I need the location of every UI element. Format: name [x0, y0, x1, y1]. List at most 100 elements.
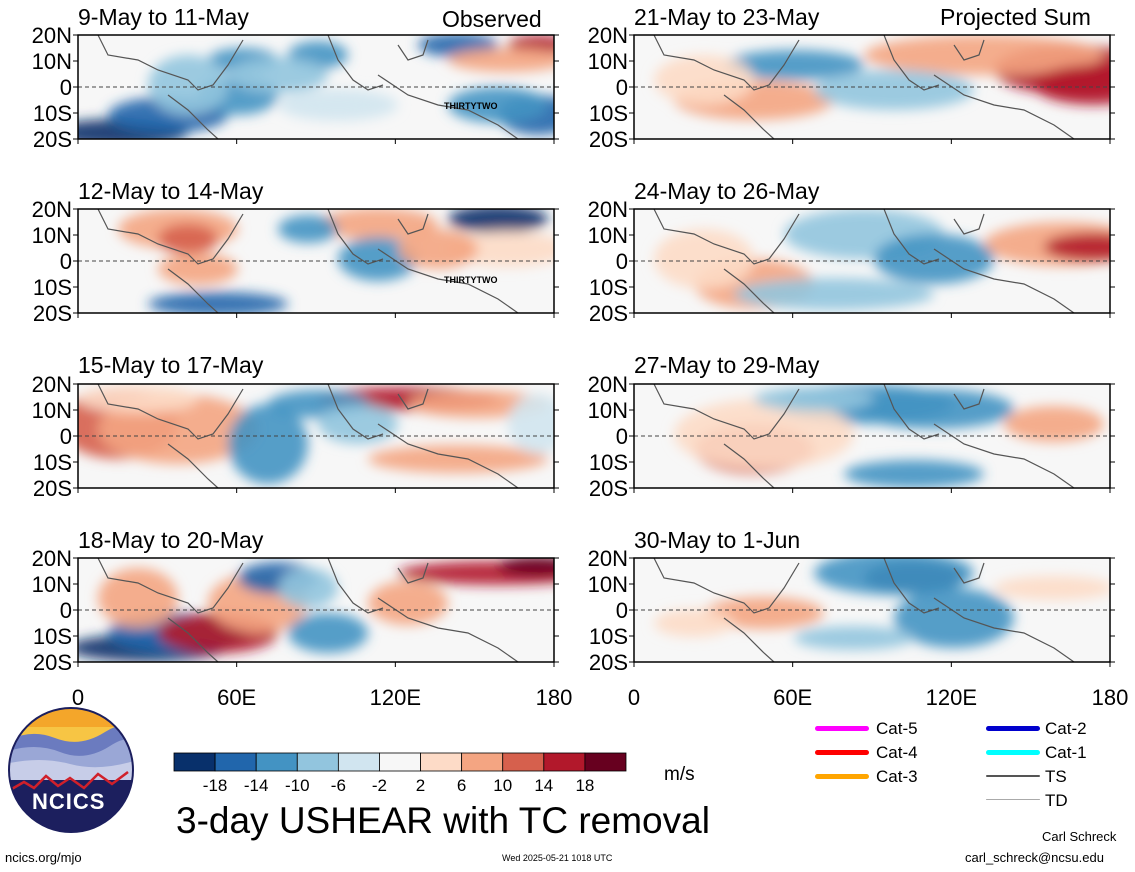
- y-tick-label: 0: [60, 598, 72, 623]
- x-tick-label: 60E: [217, 685, 256, 710]
- y-tick-label: 10N: [588, 223, 628, 248]
- coastline: [97, 209, 244, 265]
- units-label: m/s: [664, 764, 695, 785]
- y-tick-label: 20N: [588, 23, 628, 48]
- coastline: [167, 617, 219, 662]
- legend-swatch-cat4: [815, 750, 869, 755]
- colorbar-tick-label: 14: [534, 776, 553, 795]
- coastline: [397, 39, 429, 61]
- y-tick-label: 20N: [588, 197, 628, 222]
- legend-label-ts: TS: [1045, 767, 1067, 786]
- y-tick-label: 10N: [32, 223, 72, 248]
- legend-swatch-cat3: [815, 774, 869, 779]
- panel-title-6: 24-May to 26-May: [634, 178, 820, 204]
- colorbar-tick-label: -14: [244, 776, 269, 795]
- legend-swatch-cat1: [986, 750, 1040, 755]
- y-tick-label: 20S: [589, 650, 628, 675]
- colorbar-tick-label: -2: [372, 776, 387, 795]
- panel-title-7: 27-May to 29-May: [634, 352, 820, 378]
- y-tick-label: 0: [60, 75, 72, 100]
- y-tick-label: 20N: [588, 546, 628, 571]
- shear-blob: [158, 253, 238, 285]
- shear-blob: [158, 224, 218, 254]
- shear-blob: [894, 588, 1014, 648]
- shear-blob: [448, 87, 548, 123]
- colorbar-swatch: [584, 752, 627, 772]
- shear-blob: [724, 50, 864, 80]
- coastline: [97, 384, 244, 440]
- coastline: [883, 558, 940, 614]
- coastline: [377, 248, 519, 313]
- legend-label-cat2: Cat-2: [1045, 719, 1087, 738]
- colorbar-swatch: [420, 752, 463, 772]
- coastline: [97, 558, 244, 614]
- y-tick-label: 20S: [33, 127, 72, 152]
- colorbar-tick-label: 2: [416, 776, 425, 795]
- legend-label-cat5: Cat-5: [876, 719, 918, 738]
- y-tick-label: 10S: [589, 275, 628, 300]
- coastline: [723, 617, 775, 662]
- shear-blob: [654, 229, 754, 289]
- shear-blob: [994, 576, 1110, 600]
- shear-blob: [794, 626, 914, 650]
- coastline: [653, 384, 800, 440]
- legend-swatch-cat2: [986, 726, 1040, 731]
- y-tick-label: 20N: [588, 372, 628, 397]
- panel-title-8: 30-May to 1-Jun: [634, 527, 801, 553]
- coastline: [653, 35, 800, 91]
- coastline: [167, 268, 219, 313]
- shear-blob: [368, 581, 448, 625]
- shear-blob: [654, 55, 754, 105]
- x-tick-label: 120E: [926, 685, 977, 710]
- shear-blob: [278, 215, 338, 243]
- y-tick-label: 10N: [32, 398, 72, 423]
- colorbar-swatch: [214, 752, 257, 772]
- coastline: [933, 74, 1075, 139]
- panel-title-1: 9-May to 11-May: [78, 4, 249, 30]
- y-tick-label: 10S: [33, 101, 72, 126]
- coastline: [653, 558, 800, 614]
- shear-blob: [448, 231, 554, 267]
- shear-blob: [864, 35, 1104, 75]
- coastline: [953, 39, 985, 61]
- colorbar-swatch: [255, 752, 298, 772]
- legend-label-td: TD: [1045, 791, 1068, 810]
- y-tick-label: 20N: [32, 197, 72, 222]
- colorbar-swatch: [461, 752, 504, 772]
- shear-blob: [508, 394, 554, 454]
- ncics-logo: [8, 707, 134, 833]
- y-tick-label: 10S: [33, 450, 72, 475]
- y-tick-label: 0: [616, 75, 628, 100]
- storm-label: THIRTYTWO: [444, 275, 498, 285]
- colorbar: -18 -14 -10 -6 -2 2 6 10 14 18: [173, 752, 627, 795]
- y-tick-label: 0: [60, 424, 72, 449]
- shear-blob: [228, 404, 308, 484]
- coastline: [327, 209, 384, 265]
- shear-blob: [734, 278, 934, 310]
- shear-blob: [874, 234, 994, 284]
- colorbar-swatch: [543, 752, 586, 772]
- y-tick-label: 10S: [33, 275, 72, 300]
- y-tick-label: 0: [616, 424, 628, 449]
- colorbar-tick-label: -6: [331, 776, 346, 795]
- footer-url: ncics.org/mjo: [5, 850, 82, 865]
- shear-blob: [814, 70, 974, 110]
- legend-label-cat1: Cat-1: [1045, 743, 1087, 762]
- y-tick-label: 10N: [32, 572, 72, 597]
- storm-label: THIRTYTWO: [444, 101, 498, 111]
- legend-label-cat3: Cat-3: [876, 767, 918, 786]
- x-tick-label: 120E: [370, 685, 421, 710]
- shear-blob: [148, 55, 228, 115]
- main-title: 3-day USHEAR with TC removal: [176, 800, 710, 841]
- y-tick-label: 10S: [33, 624, 72, 649]
- x-tick-label: 180: [1092, 685, 1129, 710]
- shear-blob: [98, 568, 178, 628]
- x-tick-label: 0: [628, 685, 640, 710]
- shear-blob: [704, 597, 824, 629]
- shear-blob: [1004, 406, 1104, 442]
- coastline: [97, 35, 244, 91]
- coastline: [933, 423, 1075, 488]
